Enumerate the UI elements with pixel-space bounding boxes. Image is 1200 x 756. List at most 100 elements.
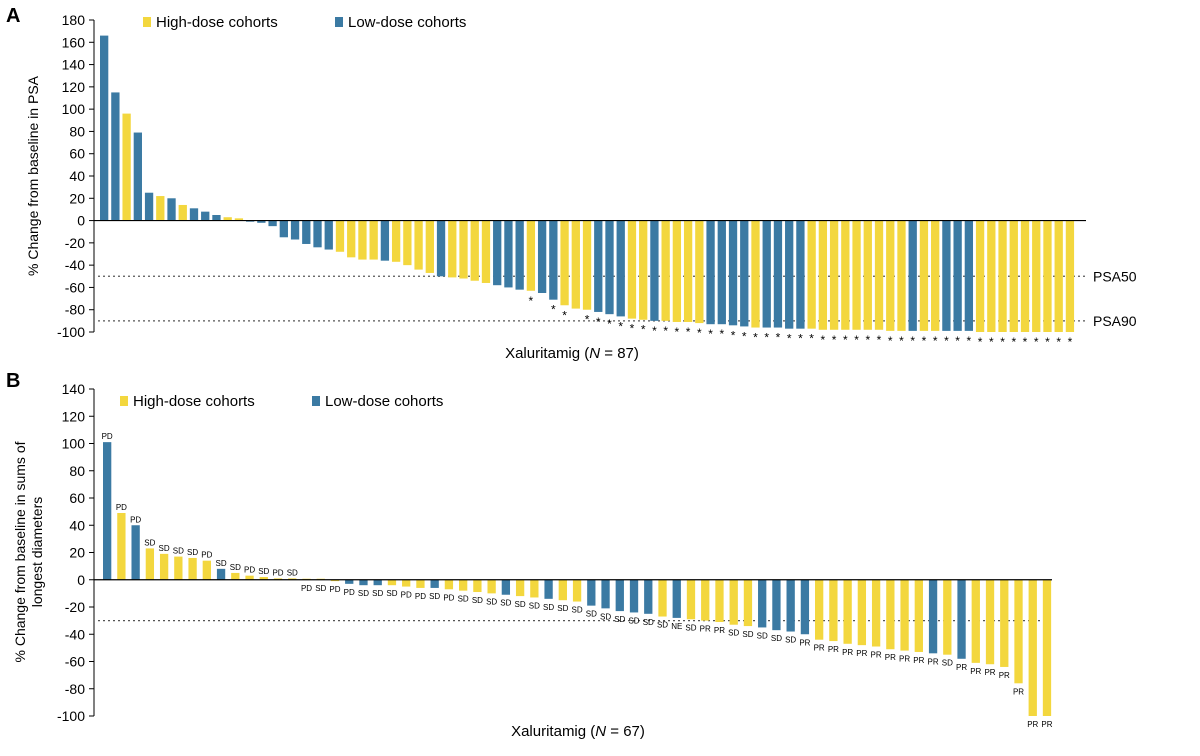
bar-response-label: PR [700,625,711,634]
asterisk-marker: * [787,332,792,346]
asterisk-marker: * [832,333,837,347]
bar [436,220,446,277]
bar [470,220,479,281]
bar [615,579,624,612]
legend-swatch-high [120,396,128,406]
bar [807,220,816,329]
asterisk-marker: * [1068,335,1073,349]
y-tick-label: 120 [62,408,86,424]
bar [1009,220,1018,332]
asterisk-marker: * [742,329,747,343]
asterisk-marker: * [922,334,927,348]
bar [231,572,240,580]
y-tick-label: -20 [65,599,85,615]
bar-response-label: PR [871,651,882,660]
x-axis-label: Xaluritamig (N = 67) [511,723,645,740]
bar [1000,579,1009,667]
asterisk-marker: * [989,335,994,349]
bar [330,579,340,582]
bar [558,579,567,601]
bar [772,579,781,631]
y-tick-label: 180 [62,12,86,28]
asterisk-marker: * [686,325,691,339]
y-tick-label: 20 [69,190,85,206]
bar-response-label: SD [144,538,155,547]
asterisk-marker: * [585,313,590,327]
bar [919,220,929,331]
bar [493,220,502,286]
y-tick-label: 40 [69,517,85,533]
y-tick-label: 80 [69,123,85,139]
bar-response-label: SD [614,615,625,624]
y-tick-label: -60 [65,654,85,670]
y-tick-label: 100 [62,101,86,117]
bar [515,220,524,290]
bar [1054,220,1063,332]
bar-response-label: SD [173,547,184,556]
bar [345,579,354,584]
asterisk-marker: * [596,315,601,329]
bar-response-label: SD [358,589,369,598]
bar [290,220,300,240]
bar-response-label: SD [628,616,639,625]
legend-swatch-low [312,396,320,406]
bar-response-label: SD [486,597,497,606]
asterisk-marker: * [731,328,736,342]
asterisk-marker: * [809,332,814,346]
bar-response-label: PR [1041,720,1052,729]
bar [189,208,199,221]
y-axis-label: % Change from baseline in sums oflongest… [12,441,45,662]
bar [100,35,109,221]
asterisk-marker: * [1011,335,1016,349]
y-tick-label: 20 [69,545,85,561]
bar-response-label: PD [201,551,212,560]
asterisk-marker: * [854,333,859,347]
bar [257,220,266,223]
legend-swatch-low [335,17,343,27]
bar-response-label: SD [657,621,668,630]
asterisk-marker: * [697,326,702,340]
asterisk-marker: * [1000,335,1005,349]
bar-response-label: SD [187,548,198,557]
bar [387,579,397,586]
bar-response-label: PR [856,649,867,658]
panel-label: B [6,370,20,392]
asterisk-marker: * [630,322,635,336]
bar [144,192,154,221]
bar-response-label: PD [401,591,412,600]
bar-response-label: PD [415,592,426,601]
asterisk-marker: * [865,333,870,347]
asterisk-marker: * [933,334,938,348]
y-axis-label: % Change from baseline in PSA [25,75,41,276]
bar-response-label: SD [771,634,782,643]
bar [594,220,603,312]
bar [288,578,297,580]
y-tick-label: 100 [62,436,86,452]
y-tick-label: -60 [65,279,85,295]
asterisk-marker: * [675,325,680,339]
bar [829,579,838,642]
bar-response-label: PD [102,432,113,441]
bar [886,579,895,650]
bar-response-label: SD [557,604,568,613]
bar-response-label: PR [714,626,725,635]
bar [686,579,696,620]
bar [985,579,995,665]
y-tick-label: 0 [77,572,85,588]
bar-response-label: SD [685,623,696,632]
bar-response-label: PR [999,671,1010,680]
bar [481,220,491,283]
bar-response-label: PR [1027,720,1038,729]
asterisk-marker: * [888,334,893,348]
bar-response-label: PD [329,585,340,594]
bar-response-label: PR [913,656,924,665]
bar [886,220,895,331]
bar [544,579,553,599]
asterisk-marker: * [1034,335,1039,349]
bar [762,220,771,328]
bar [740,220,749,327]
asterisk-marker: * [607,317,612,331]
y-tick-label: -80 [65,302,85,318]
asterisk-marker: * [529,294,534,308]
bar [1020,220,1030,332]
